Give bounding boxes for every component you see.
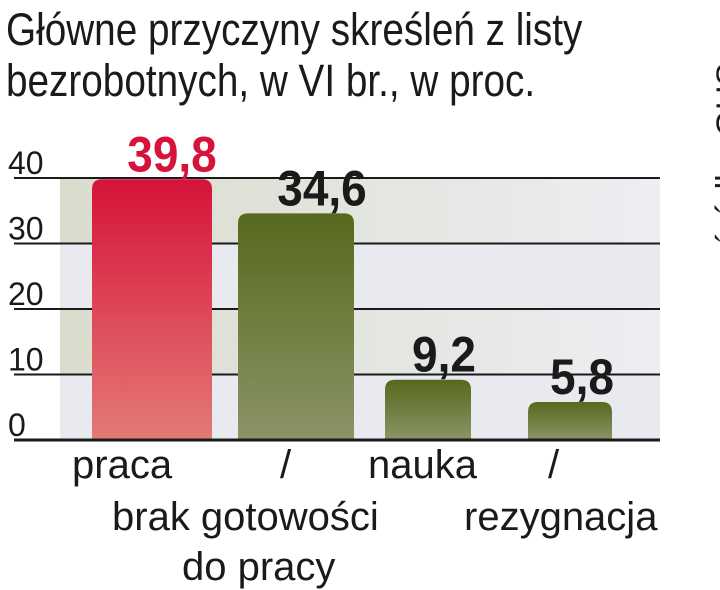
bar (92, 179, 212, 440)
category-label: / (548, 443, 560, 487)
value-label: 9,2 (412, 328, 476, 383)
title-line-2: bezrobotnych, w VI br., w proc. (6, 55, 536, 106)
source-note: źródło: GUS (710, 62, 720, 248)
category-label: do pracy (182, 545, 335, 589)
bar (385, 379, 471, 440)
category-labels: praca / brak gotowości do pracy nauka / rezygn… (72, 443, 658, 589)
bars (92, 179, 612, 440)
category-label: praca (72, 443, 173, 487)
y-tick-label: 0 (8, 407, 26, 443)
y-tick-label: 10 (8, 342, 44, 378)
y-tick-label: 30 (8, 211, 44, 247)
chart-title: Główne przyczyny skreśleń z listy bezrob… (6, 4, 582, 106)
value-label: 39,8 (127, 128, 217, 183)
bar (528, 402, 612, 440)
category-label: rezygnacja (464, 495, 658, 539)
bar (238, 213, 354, 440)
y-tick-label: 20 (8, 276, 44, 312)
y-axis-ticks: 0 10 20 30 40 (8, 145, 44, 443)
category-label: / (280, 443, 292, 487)
y-tick-label: 40 (8, 145, 44, 181)
value-label: 34,6 (277, 162, 367, 217)
title-line-1: Główne przyczyny skreśleń z listy (6, 4, 583, 55)
category-label: brak gotowości (112, 495, 379, 539)
value-label: 5,8 (550, 350, 614, 405)
value-labels: 39,8 34,6 9,2 5,8 (127, 128, 614, 406)
category-label: nauka (368, 443, 478, 487)
